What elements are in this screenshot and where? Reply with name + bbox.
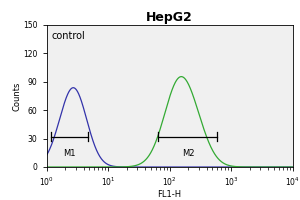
Title: HepG2: HepG2 xyxy=(146,11,193,24)
Text: M2: M2 xyxy=(182,149,194,158)
X-axis label: FL1-H: FL1-H xyxy=(158,190,182,199)
Text: M1: M1 xyxy=(64,149,76,158)
Y-axis label: Counts: Counts xyxy=(13,81,22,111)
Text: control: control xyxy=(51,31,85,41)
